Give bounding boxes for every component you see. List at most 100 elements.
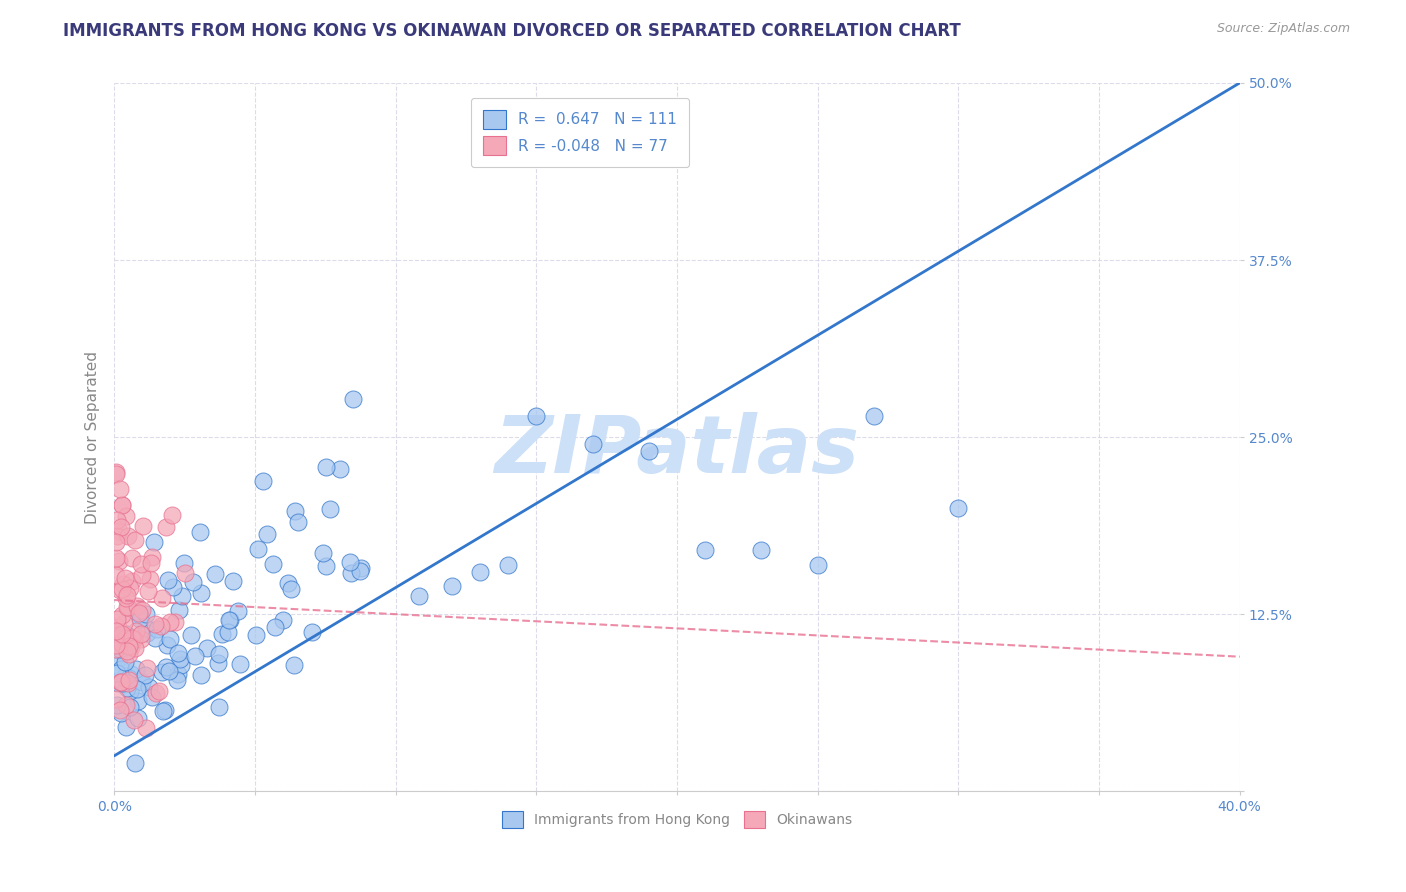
Point (524, 409, 547, 423)
Legend: Immigrants from Hong Kong, Okinawans: Immigrants from Hong Kong, Okinawans (496, 805, 858, 834)
Point (693, 543, 716, 558)
Point (948, 500, 970, 515)
Text: IMMIGRANTS FROM HONG KONG VS OKINAWAN DIVORCED OR SEPARATED CORRELATION CHART: IMMIGRANTS FROM HONG KONG VS OKINAWAN DI… (63, 22, 962, 40)
Point (105, 624, 128, 638)
Point (226, 604, 249, 618)
Point (329, 461, 352, 475)
Point (339, 555, 361, 569)
Point (110, 675, 132, 690)
Point (108, 524, 131, 538)
Point (159, 615, 181, 630)
Point (129, 632, 152, 646)
Point (121, 631, 143, 645)
Point (117, 528, 139, 542)
Point (141, 556, 163, 570)
Point (118, 637, 141, 651)
Point (208, 700, 231, 714)
Point (170, 589, 193, 603)
Point (149, 619, 172, 633)
Point (108, 583, 131, 598)
Point (468, 565, 491, 579)
Point (159, 632, 181, 647)
Point (135, 721, 157, 735)
Point (115, 631, 138, 645)
Point (104, 567, 127, 582)
Point (111, 608, 134, 623)
Point (207, 657, 229, 671)
Point (117, 675, 139, 690)
Point (440, 579, 463, 593)
Point (807, 558, 830, 572)
Point (117, 600, 139, 615)
Point (128, 607, 150, 622)
Point (117, 643, 139, 657)
Point (211, 626, 233, 640)
Point (104, 465, 127, 479)
Point (105, 513, 128, 527)
Y-axis label: Divorced or Separated: Divorced or Separated (86, 351, 100, 524)
Point (114, 669, 136, 683)
Point (134, 667, 156, 681)
Point (105, 640, 128, 655)
Point (131, 568, 153, 582)
Point (150, 665, 173, 679)
Point (112, 676, 135, 690)
Point (350, 561, 373, 575)
Point (114, 572, 136, 586)
Point (127, 681, 149, 696)
Point (129, 557, 152, 571)
Point (315, 558, 337, 573)
Point (118, 699, 141, 714)
Point (167, 667, 190, 681)
Point (315, 459, 337, 474)
Point (127, 694, 149, 708)
Point (108, 675, 131, 690)
Point (129, 674, 152, 689)
Point (107, 529, 129, 543)
Point (262, 558, 284, 572)
Point (143, 535, 166, 549)
Point (138, 681, 160, 695)
Point (277, 576, 299, 591)
Point (118, 673, 141, 687)
Point (252, 474, 274, 488)
Point (124, 533, 146, 547)
Point (117, 671, 139, 685)
Point (125, 662, 148, 676)
Point (115, 627, 138, 641)
Point (115, 720, 138, 734)
Point (229, 657, 252, 671)
Point (280, 582, 302, 597)
Point (131, 675, 153, 690)
Point (167, 646, 190, 660)
Point (165, 615, 187, 629)
Point (104, 467, 127, 482)
Point (128, 711, 150, 725)
Point (190, 524, 212, 539)
Point (340, 566, 363, 581)
Point (125, 624, 148, 638)
Point (105, 624, 128, 639)
Point (129, 627, 152, 641)
Point (115, 698, 138, 712)
Point (107, 665, 129, 680)
Point (111, 498, 134, 512)
Point (170, 658, 193, 673)
Point (117, 637, 139, 651)
Point (166, 673, 188, 688)
Point (124, 640, 146, 655)
Point (218, 614, 240, 628)
Point (143, 631, 166, 645)
Point (222, 574, 245, 588)
Point (110, 662, 132, 676)
Point (162, 580, 184, 594)
Point (108, 641, 131, 656)
Point (132, 519, 155, 533)
Point (190, 586, 212, 600)
Text: ZIPatlas: ZIPatlas (495, 412, 859, 491)
Point (141, 550, 163, 565)
Point (117, 631, 139, 645)
Point (496, 558, 519, 572)
Point (124, 632, 146, 646)
Point (146, 622, 169, 636)
